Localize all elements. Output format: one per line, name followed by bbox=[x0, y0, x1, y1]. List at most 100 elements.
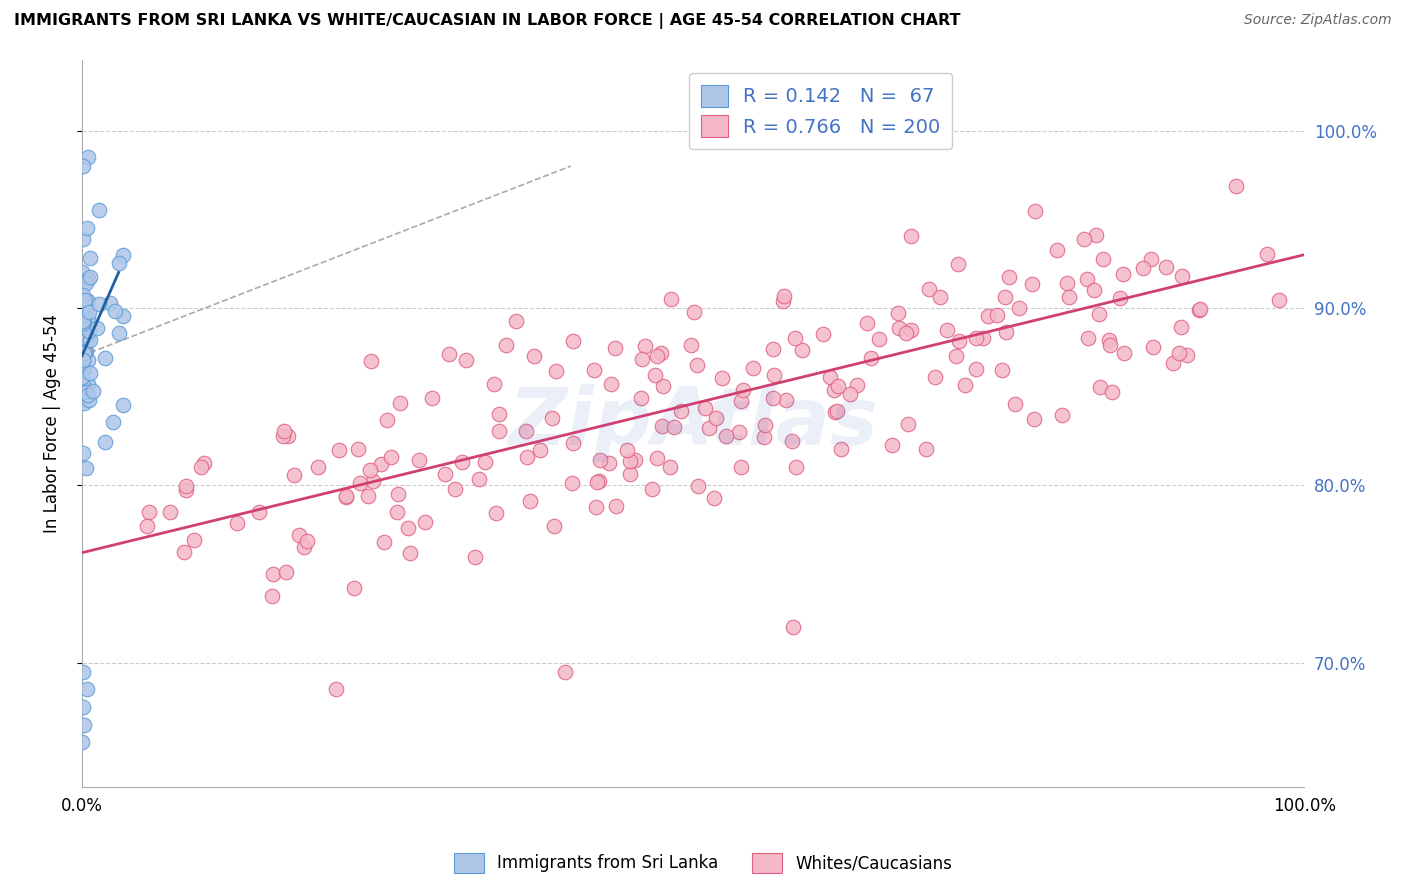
Point bbox=[72, 446, 94, 460]
Point bbox=[76, 682, 98, 697]
Point bbox=[283, 467, 305, 482]
Point bbox=[72, 329, 94, 343]
Point bbox=[946, 257, 969, 271]
Point bbox=[451, 455, 474, 469]
Point bbox=[76, 333, 98, 347]
Point bbox=[619, 454, 641, 468]
Point bbox=[325, 682, 347, 697]
Point bbox=[485, 506, 508, 520]
Point bbox=[1022, 412, 1045, 426]
Point bbox=[953, 377, 976, 392]
Point bbox=[994, 326, 1017, 340]
Point bbox=[763, 368, 786, 382]
Point bbox=[77, 310, 100, 324]
Point bbox=[900, 229, 922, 244]
Point bbox=[292, 541, 315, 555]
Point bbox=[664, 420, 686, 434]
Point bbox=[108, 256, 131, 270]
Point bbox=[484, 376, 506, 391]
Point bbox=[420, 391, 443, 405]
Point bbox=[377, 412, 399, 426]
Point bbox=[73, 346, 96, 360]
Point bbox=[1088, 380, 1111, 394]
Point bbox=[328, 443, 350, 458]
Point bbox=[1112, 267, 1135, 281]
Point bbox=[370, 457, 392, 471]
Point bbox=[295, 533, 318, 548]
Point bbox=[190, 460, 212, 475]
Point bbox=[79, 366, 101, 380]
Point bbox=[540, 410, 562, 425]
Point bbox=[359, 463, 381, 477]
Point bbox=[762, 342, 785, 356]
Point bbox=[474, 455, 496, 469]
Point bbox=[495, 338, 517, 352]
Point bbox=[839, 387, 862, 401]
Point bbox=[98, 296, 121, 310]
Point bbox=[695, 401, 717, 415]
Point bbox=[183, 533, 205, 547]
Point bbox=[651, 379, 673, 393]
Point bbox=[75, 461, 97, 475]
Legend: Immigrants from Sri Lanka, Whites/Caucasians: Immigrants from Sri Lanka, Whites/Caucas… bbox=[447, 847, 959, 880]
Point bbox=[1167, 346, 1189, 360]
Point bbox=[519, 493, 541, 508]
Point bbox=[1083, 283, 1105, 297]
Point bbox=[752, 430, 775, 444]
Point bbox=[77, 293, 100, 308]
Point bbox=[288, 528, 311, 542]
Point bbox=[762, 391, 785, 405]
Point bbox=[790, 343, 813, 357]
Point bbox=[335, 489, 357, 503]
Point bbox=[174, 479, 197, 493]
Y-axis label: In Labor Force | Age 45-54: In Labor Force | Age 45-54 bbox=[44, 314, 60, 533]
Point bbox=[728, 425, 751, 440]
Point bbox=[703, 491, 725, 505]
Point bbox=[73, 344, 96, 359]
Point bbox=[845, 378, 868, 392]
Point bbox=[733, 383, 755, 397]
Point bbox=[70, 333, 93, 347]
Point bbox=[929, 290, 952, 304]
Point bbox=[634, 339, 657, 353]
Point bbox=[72, 232, 94, 246]
Point bbox=[785, 331, 807, 345]
Point bbox=[827, 379, 849, 393]
Point bbox=[1073, 232, 1095, 246]
Point bbox=[101, 415, 124, 429]
Point bbox=[1108, 291, 1130, 305]
Point bbox=[1099, 338, 1122, 352]
Point bbox=[605, 341, 627, 355]
Point bbox=[1140, 252, 1163, 266]
Point bbox=[994, 289, 1017, 303]
Point bbox=[271, 428, 294, 442]
Point bbox=[77, 272, 100, 286]
Point bbox=[894, 326, 917, 341]
Point bbox=[1008, 301, 1031, 315]
Point bbox=[89, 297, 111, 311]
Point bbox=[77, 325, 100, 339]
Point bbox=[918, 282, 941, 296]
Point bbox=[811, 326, 834, 341]
Point bbox=[73, 318, 96, 332]
Point bbox=[505, 314, 527, 328]
Point bbox=[73, 293, 96, 308]
Point bbox=[889, 321, 911, 335]
Point bbox=[543, 519, 565, 533]
Point bbox=[546, 364, 568, 378]
Point bbox=[711, 371, 734, 385]
Point bbox=[825, 404, 848, 418]
Point bbox=[651, 418, 673, 433]
Point bbox=[645, 349, 668, 363]
Point bbox=[856, 316, 879, 330]
Point bbox=[523, 349, 546, 363]
Point bbox=[488, 425, 510, 439]
Point bbox=[73, 718, 96, 732]
Point bbox=[274, 565, 297, 579]
Point bbox=[76, 221, 98, 235]
Point bbox=[897, 417, 920, 431]
Point bbox=[433, 467, 456, 481]
Point bbox=[624, 452, 647, 467]
Point bbox=[1268, 293, 1291, 307]
Point bbox=[112, 309, 135, 323]
